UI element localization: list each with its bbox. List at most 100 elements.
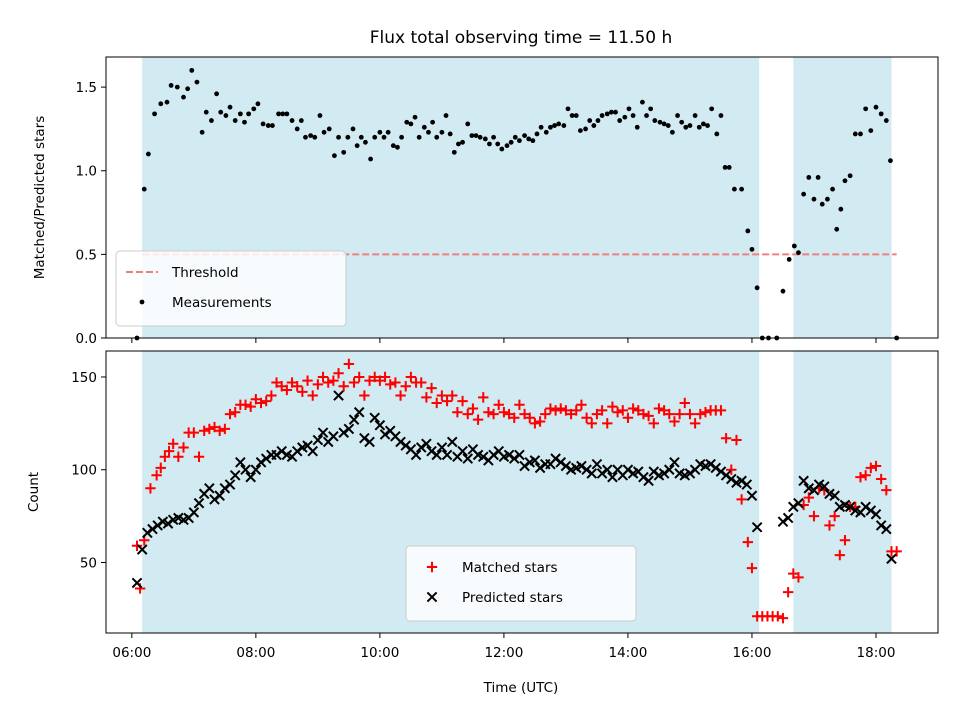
measurement-point [700, 121, 706, 127]
measurement-point [232, 118, 238, 123]
measurement-point [412, 114, 418, 120]
measurement-point [426, 129, 431, 135]
matched-star-point [488, 408, 499, 420]
measurement-point [696, 124, 702, 130]
predicted-star-point [271, 449, 282, 461]
predicted-star-point [333, 390, 344, 401]
measurement-point [679, 119, 685, 125]
measurement-point [350, 126, 356, 132]
measurement-point [687, 123, 693, 128]
predicted-star-point [219, 482, 231, 494]
predicted-star-point [431, 449, 443, 461]
matched-star-point [498, 407, 510, 418]
matched-star-point [317, 371, 329, 383]
measurement-point [873, 104, 879, 110]
measurement-point [630, 113, 636, 118]
predicted-star-point [607, 471, 618, 483]
predicted-star-point [276, 445, 288, 457]
measurement-point [825, 196, 830, 202]
measurement-point [276, 111, 282, 117]
matched-star-point [193, 451, 205, 462]
measurement-point [552, 123, 557, 128]
predicted-star-point [576, 460, 587, 472]
matched-star-point [354, 371, 365, 383]
measurement-point [801, 191, 807, 197]
matched-star-point [545, 403, 556, 414]
predicted-star-point [260, 453, 272, 464]
matched-star-point [478, 392, 489, 403]
predicted-star-point [787, 501, 799, 513]
predicted-star-point [534, 462, 546, 474]
predicted-star-point [519, 460, 530, 472]
predicted-star-point [586, 468, 598, 479]
predicted-star-point [741, 479, 753, 490]
measurement-point [377, 129, 383, 135]
matched-star-point [648, 418, 659, 429]
matched-star-point [700, 407, 711, 418]
matched-star-point [870, 460, 882, 472]
measurement-point [145, 151, 151, 157]
measurement-point [745, 228, 751, 234]
matched-star-point [550, 405, 561, 416]
predicted-star-point [193, 497, 205, 509]
matched-star-point [421, 392, 432, 403]
measurement-point [381, 134, 387, 140]
matched-star-point [204, 423, 215, 435]
matched-star-point [829, 510, 840, 522]
predicted-star-point [307, 445, 319, 457]
matched-star-point [441, 395, 453, 407]
predicted-star-point [508, 453, 520, 464]
measurement-point [838, 206, 844, 212]
matched-star-point [312, 379, 324, 390]
matched-star-point [240, 399, 251, 411]
measurement-point [395, 144, 400, 150]
predicted-star-point [410, 449, 422, 461]
matched-star-point [720, 432, 732, 444]
predicted-star-point [374, 419, 386, 431]
y-tick-label: 150 [71, 370, 97, 386]
matched-star-point [576, 399, 587, 411]
measurement-point [223, 113, 229, 118]
measurement-point [460, 139, 465, 145]
measurement-point [538, 124, 544, 130]
matched-star-point [255, 397, 267, 409]
predicted-star-point [715, 466, 727, 477]
matched-star-point [219, 423, 231, 435]
measurement-point [522, 133, 527, 139]
y-tick-label: 100 [71, 463, 97, 479]
predicted-star-point [245, 471, 257, 483]
measurement-point [260, 121, 266, 127]
legend: Threshold Measurements [115, 250, 347, 327]
measurement-point [657, 119, 663, 125]
measurement-point [280, 111, 286, 117]
measurement-point [443, 113, 449, 118]
measurement-point [863, 106, 869, 112]
predicted-star-point [441, 449, 453, 461]
matched-star-point [472, 414, 484, 425]
matched-star-point [638, 408, 649, 420]
matched-star-point [302, 375, 313, 386]
legend-marker-swatch [426, 561, 438, 573]
matched-star-point [571, 405, 582, 416]
matched-star-point [742, 536, 754, 548]
measurement-point [526, 136, 532, 142]
legend-box [405, 545, 637, 622]
legend-box [115, 250, 347, 327]
matched-star-point [131, 540, 143, 552]
matched-star-point [772, 611, 784, 622]
measurement-point [569, 113, 575, 118]
measurement-point [858, 131, 863, 137]
measurement-point [332, 153, 337, 159]
measurement-point [565, 106, 571, 112]
predicted-star-point [782, 512, 794, 524]
measurement-point [482, 136, 488, 142]
measurement-point [819, 201, 825, 207]
measurement-point [512, 134, 518, 140]
measurement-point [447, 131, 453, 137]
matched-star-point [881, 484, 892, 496]
matched-star-point [155, 462, 166, 474]
measurement-point [358, 134, 364, 140]
matched-star-point [297, 386, 308, 398]
predicted-star-point [462, 453, 474, 464]
matched-star-point [493, 399, 504, 411]
